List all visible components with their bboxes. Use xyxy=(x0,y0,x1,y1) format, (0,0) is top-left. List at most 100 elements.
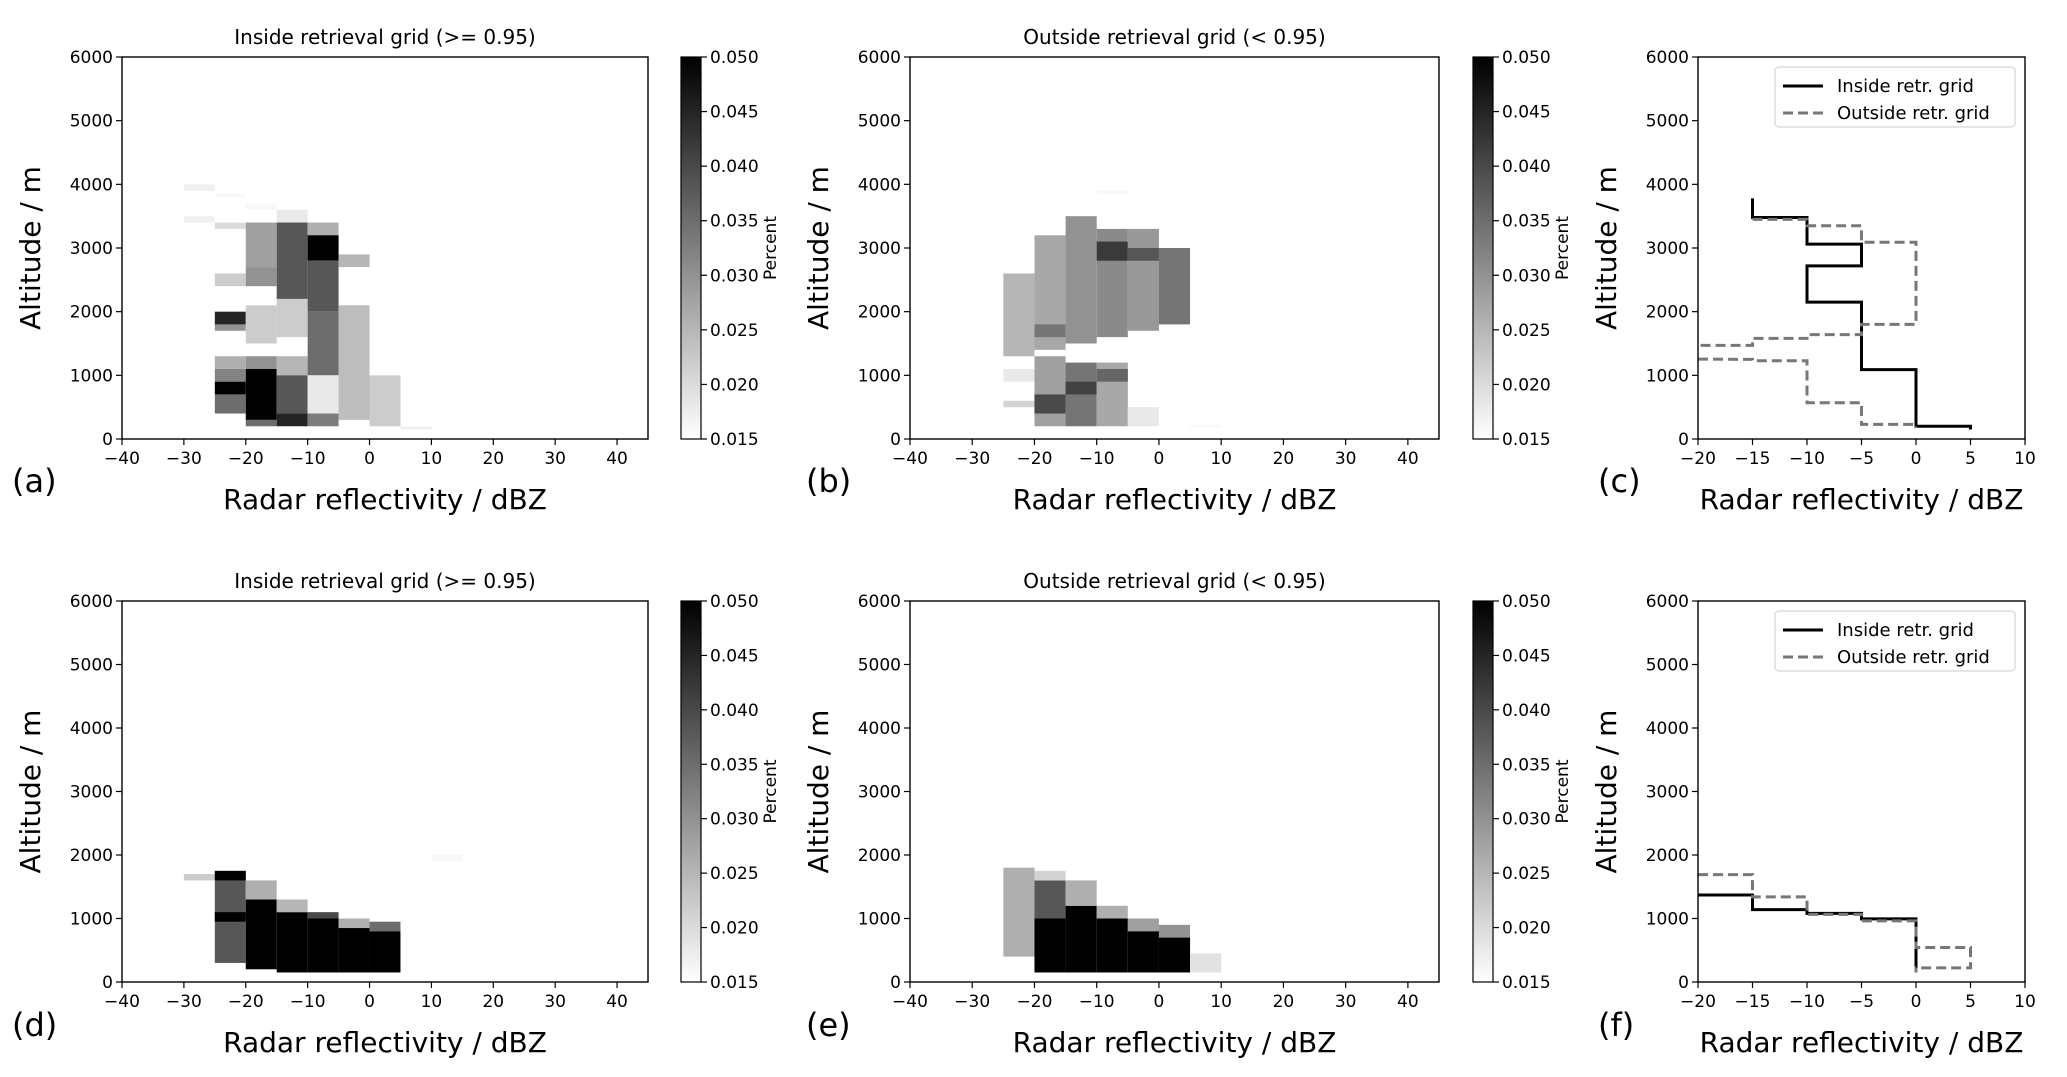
panel-letter: (b) xyxy=(806,462,851,500)
heatmap-cell xyxy=(245,356,277,369)
heatmap-cell xyxy=(307,375,339,414)
colorbar-tick-label: 0.035 xyxy=(710,755,759,775)
heatmap-cell xyxy=(214,870,246,881)
legend: Inside retr. grid Outside retr. grid xyxy=(1774,66,2016,128)
colorbar-tick-label: 0.035 xyxy=(1502,212,1551,232)
y-tick-label: 3000 xyxy=(1646,783,1689,803)
legend-frame xyxy=(1774,66,2016,128)
heatmap-cell xyxy=(431,855,463,862)
plot-area xyxy=(1698,198,1972,430)
x-tick-label: 20 xyxy=(1273,992,1295,1012)
heatmap-cell xyxy=(1096,918,1128,973)
x-tick-label: 40 xyxy=(606,992,628,1012)
heatmap-cell xyxy=(1003,273,1035,357)
y-tick-label: 6000 xyxy=(1646,48,1689,68)
x-tick-label: 0 xyxy=(364,992,375,1012)
x-tick-label: −20 xyxy=(1680,449,1716,469)
y-tick-label: 0 xyxy=(1678,973,1689,993)
x-tick-label: −15 xyxy=(1735,992,1771,1012)
y-tick-label: 2000 xyxy=(858,303,901,323)
heatmap-cell xyxy=(276,298,308,338)
heatmap-cell xyxy=(369,931,401,973)
heatmap-cell xyxy=(307,311,339,376)
panel-letter: (a) xyxy=(12,462,57,500)
heatmap-cell xyxy=(1127,228,1159,331)
heatmap-cell xyxy=(276,899,308,913)
x-tick-label: 10 xyxy=(1210,992,1232,1012)
panel-letter: (d) xyxy=(12,1006,57,1044)
y-tick-label: 4000 xyxy=(1646,719,1689,739)
panel-letter: (e) xyxy=(806,1006,851,1044)
y-tick-label: 4000 xyxy=(858,719,901,739)
plot-area xyxy=(183,184,432,430)
y-axis-label: Altitude / m xyxy=(1590,166,1623,330)
x-tick-label: 20 xyxy=(482,449,504,469)
heatmap-cell xyxy=(214,356,246,369)
heatmap-cell xyxy=(1127,407,1159,427)
panel-title: Inside retrieval grid (>= 0.95) xyxy=(234,25,535,49)
heatmap-cell xyxy=(338,254,370,268)
x-tick-label: −10 xyxy=(290,992,326,1012)
x-tick-label: −20 xyxy=(1680,992,1716,1012)
y-tick-label: 1000 xyxy=(858,366,901,386)
heatmap-cell xyxy=(245,305,277,344)
heatmap-cell xyxy=(338,928,370,973)
colorbar-tick-label: 0.040 xyxy=(710,701,759,721)
heatmap-cell xyxy=(1034,394,1066,414)
heatmap-cell xyxy=(1096,905,1128,919)
x-tick-label: −40 xyxy=(104,449,140,469)
legend-entry: Outside retr. grid xyxy=(1837,647,1990,668)
heatmap-cell xyxy=(1190,424,1222,428)
y-tick-label: 3000 xyxy=(858,239,901,259)
x-tick-label: 5 xyxy=(1965,449,1976,469)
colorbar-tick-label: 0.045 xyxy=(710,103,759,123)
panel-f: Inside retr. grid Outside retr. grid −20 −1… xyxy=(1590,592,2036,1059)
x-tick-label: −30 xyxy=(166,449,202,469)
panel-title: Outside retrieval grid (< 0.95) xyxy=(1023,25,1325,49)
colorbar xyxy=(680,56,702,440)
colorbar-tick-label: 0.020 xyxy=(1502,375,1551,395)
heatmap-cell xyxy=(400,426,432,430)
heatmap-cell xyxy=(183,184,215,191)
heatmap-cell xyxy=(214,368,246,382)
colorbar-tick-label: 0.030 xyxy=(1502,266,1551,286)
colorbar-tick-label: 0.020 xyxy=(1502,919,1551,939)
heatmap-cell xyxy=(307,235,339,261)
colorbar-tick-label: 0.050 xyxy=(1502,592,1551,612)
y-tick-label: 0 xyxy=(890,973,901,993)
plot-area xyxy=(183,855,463,973)
y-tick-label: 2000 xyxy=(1646,846,1689,866)
heatmap-cell xyxy=(307,222,339,236)
series-line-outside xyxy=(1698,217,1918,429)
x-tick-label: 30 xyxy=(544,992,566,1012)
y-axis-label: Altitude / m xyxy=(1590,710,1623,874)
colorbar-tick-label: 0.015 xyxy=(710,430,759,450)
heatmap-cell xyxy=(307,912,339,919)
x-tick-label: −40 xyxy=(892,992,928,1012)
heatmap-cell xyxy=(214,912,246,922)
y-tick-label: 3000 xyxy=(858,783,901,803)
y-tick-label: 3000 xyxy=(70,783,113,803)
heatmap-cell xyxy=(1158,248,1191,325)
x-tick-label: −10 xyxy=(1789,992,1825,1012)
heatmap-cell xyxy=(1158,937,1191,973)
y-tick-label: 4000 xyxy=(1646,175,1689,195)
colorbar-label: Percent xyxy=(761,216,781,280)
heatmap-cell xyxy=(245,203,277,210)
x-tick-label: 20 xyxy=(1273,449,1295,469)
x-tick-label: 10 xyxy=(421,449,443,469)
colorbar-tick-label: 0.025 xyxy=(1502,864,1551,884)
y-tick-label: 1000 xyxy=(1646,366,1689,386)
x-tick-label: 10 xyxy=(2014,992,2036,1012)
x-tick-label: −15 xyxy=(1735,449,1771,469)
colorbar-tick-label: 0.030 xyxy=(1502,810,1551,830)
colorbar-tick-label: 0.035 xyxy=(710,212,759,232)
y-tick-label: 1000 xyxy=(858,910,901,930)
colorbar-tick-label: 0.050 xyxy=(1502,48,1551,68)
panel-title: Outside retrieval grid (< 0.95) xyxy=(1023,569,1325,593)
heatmap-cell xyxy=(338,305,370,420)
heatmap-cell xyxy=(369,921,401,932)
y-tick-label: 5000 xyxy=(858,656,901,676)
x-tick-label: −20 xyxy=(1017,449,1053,469)
